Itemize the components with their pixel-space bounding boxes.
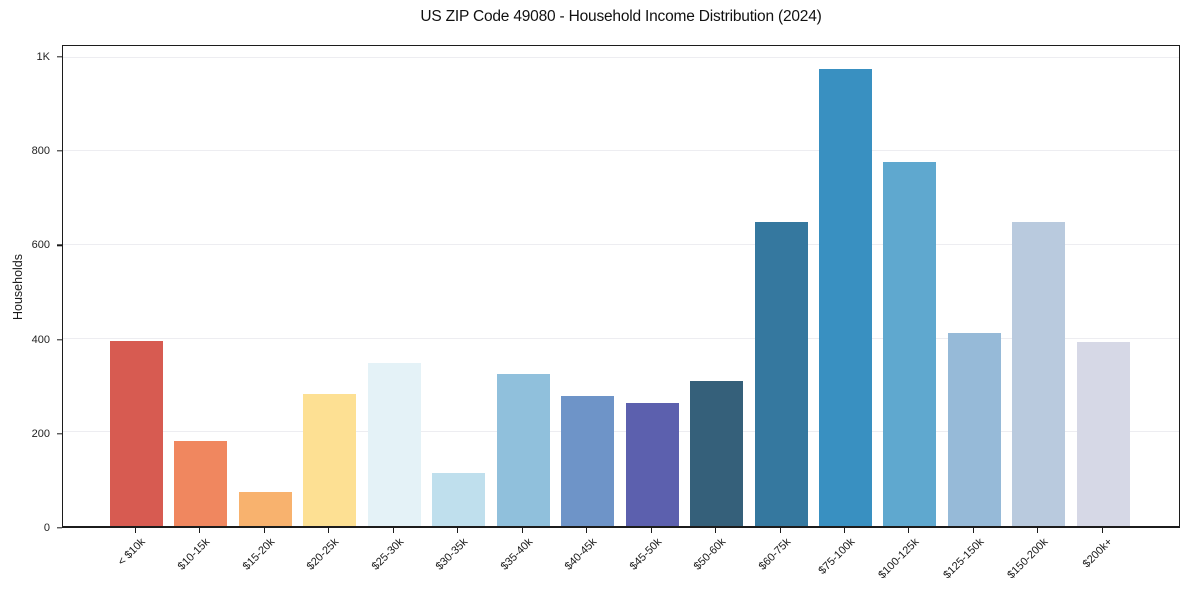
bar-1	[110, 341, 163, 526]
y-tick-label: 600	[31, 239, 50, 252]
x-tick-mark	[263, 528, 266, 533]
y-tick-mark	[57, 527, 62, 529]
x-tick-label: $10-15k	[175, 536, 212, 573]
y-tick-label: 1K	[36, 50, 50, 63]
x-tick-label: $50-60k	[691, 536, 728, 573]
x-tick-label: $15-20k	[240, 536, 277, 573]
x-tick-label: $60-75k	[756, 536, 793, 573]
x-tick-label: $150-200k	[1004, 536, 1050, 582]
x-tick-label: < $10k	[115, 536, 148, 569]
bar-3	[238, 492, 292, 526]
y-tick-label: 0	[43, 522, 50, 534]
x-tick-label: $45-50k	[627, 536, 664, 573]
x-tick-mark	[327, 528, 330, 533]
y-axis-ticks: 0 200 400 600 800 1K	[0, 45, 62, 534]
bar-4	[303, 394, 357, 526]
bar-10	[690, 381, 744, 526]
x-tick-label: $200k+	[1080, 536, 1115, 571]
bar-9	[625, 403, 679, 526]
y-tick-label: 800	[31, 145, 50, 158]
y-tick-mark	[57, 244, 62, 246]
x-tick-label: $35-40k	[498, 536, 535, 573]
x-tick-label: $30-35k	[433, 536, 470, 573]
x-tick-mark	[907, 528, 910, 533]
bar-6	[432, 473, 486, 526]
bar-7	[496, 374, 550, 526]
bar-2	[174, 441, 228, 526]
x-tick-mark	[456, 528, 459, 533]
x-tick-mark	[1036, 528, 1039, 533]
x-tick-label: $75-100k	[816, 536, 857, 577]
chart-title: US ZIP Code 49080 - Household Income Dis…	[420, 8, 822, 25]
bar-14	[947, 332, 1001, 526]
x-tick-mark	[198, 528, 201, 533]
x-tick-mark	[521, 528, 524, 533]
x-tick-label: $100-125k	[875, 536, 921, 582]
x-axis-ticks: < $10k $10-15k $15-20k $20-25k $25-30k $30-35…	[62, 528, 1180, 590]
x-tick-label: $20-25k	[304, 536, 341, 573]
gridline	[63, 337, 1179, 339]
x-tick-mark	[392, 528, 395, 533]
bar-15	[1012, 221, 1066, 526]
x-tick-mark	[843, 528, 846, 533]
y-tick-mark	[57, 150, 62, 152]
x-tick-mark	[650, 528, 653, 533]
bar-11	[754, 221, 808, 526]
y-tick-mark	[57, 56, 62, 58]
x-tick-mark	[1101, 528, 1104, 533]
gridline	[63, 244, 1179, 246]
y-tick-label: 400	[31, 333, 50, 346]
bar-16	[1076, 342, 1130, 526]
x-tick-mark	[134, 528, 137, 533]
bar-5	[367, 363, 421, 526]
bar-12	[818, 68, 872, 526]
y-tick-mark	[57, 433, 62, 435]
x-tick-mark	[779, 528, 782, 533]
x-tick-mark	[714, 528, 717, 533]
gridline	[63, 56, 1179, 58]
gridline	[63, 431, 1179, 433]
y-tick-label: 200	[31, 427, 50, 440]
bar-13	[883, 161, 937, 526]
gridlines-layer	[63, 46, 1179, 526]
plot-area	[62, 45, 1180, 528]
gridline	[63, 150, 1179, 152]
x-tick-mark	[972, 528, 975, 533]
y-tick-mark	[57, 338, 62, 341]
x-tick-label: $40-45k	[562, 536, 599, 573]
x-tick-label: $125-150k	[940, 536, 986, 582]
bar-8	[561, 396, 615, 526]
x-tick-mark	[585, 528, 588, 533]
x-tick-label: $25-30k	[369, 536, 406, 573]
bars-container	[63, 46, 1179, 526]
